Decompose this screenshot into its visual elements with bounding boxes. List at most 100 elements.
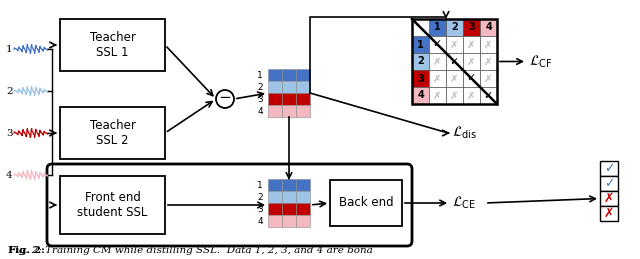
Bar [446,36,463,53]
Text: Front end
student SSL: Front end student SSL [77,191,148,219]
Text: ✗: ✗ [484,74,493,83]
Bar [446,19,463,36]
Bar [463,53,480,70]
Text: 2: 2 [257,83,263,91]
Text: ✗: ✗ [450,90,459,100]
Bar [282,93,296,105]
Bar [268,179,282,191]
Bar [282,191,296,203]
Bar [296,69,310,81]
Text: Fig. 2:: Fig. 2: [8,246,45,255]
Bar [480,36,497,53]
Text: 1: 1 [257,181,263,190]
Bar [296,215,310,227]
Bar [412,70,429,87]
Bar [282,179,296,191]
Text: ✗: ✗ [484,40,493,49]
Text: Fig. 2: Training CM while distilling SSL.  Data 1, 2, 3, and 4 are bona: Fig. 2: Training CM while distilling SSL… [8,246,372,255]
Bar [296,93,310,105]
Text: 1: 1 [434,23,441,32]
Bar [282,105,296,117]
Bar [296,179,310,191]
Bar [412,36,429,53]
Text: 2: 2 [417,56,424,67]
Text: 3: 3 [468,23,475,32]
Bar [429,53,446,70]
Bar [268,215,282,227]
Text: 4: 4 [485,23,492,32]
Bar [282,81,296,93]
Bar [282,215,296,227]
Bar [600,191,618,206]
Bar [268,105,282,117]
Text: Teacher
SSL 2: Teacher SSL 2 [90,119,136,147]
Bar [296,191,310,203]
Text: ✗: ✗ [467,90,476,100]
Text: 4: 4 [417,90,424,100]
Text: Back end: Back end [339,197,394,210]
Bar [446,53,463,70]
Bar [600,161,618,176]
Text: ✗: ✗ [450,74,459,83]
Text: 2: 2 [451,23,458,32]
Bar [282,69,296,81]
Text: 1: 1 [417,40,424,49]
Bar [480,53,497,70]
Bar [600,206,618,221]
Text: 4: 4 [257,217,263,226]
Text: 3: 3 [6,128,13,138]
Bar [463,36,480,53]
Text: 4: 4 [257,106,263,116]
Bar [282,203,296,215]
Bar [600,176,618,191]
Text: ✗: ✗ [604,192,614,205]
Bar [60,107,165,159]
FancyBboxPatch shape [47,164,412,246]
Text: 1: 1 [6,45,13,54]
Bar [268,69,282,81]
Bar [446,87,463,104]
Bar [296,203,310,215]
Text: Teacher
SSL 1: Teacher SSL 1 [90,31,136,59]
Text: 2: 2 [6,87,13,96]
Bar [60,176,165,234]
Bar [296,81,310,93]
Bar [480,70,497,87]
Text: ✗: ✗ [604,207,614,220]
Bar [268,93,282,105]
Text: ✓: ✓ [604,177,614,190]
Bar [412,87,429,104]
Text: −: − [219,90,232,105]
Text: $\mathcal{L}_{\rm CE}$: $\mathcal{L}_{\rm CE}$ [452,195,476,211]
Text: ✗: ✗ [433,74,442,83]
Bar [480,87,497,104]
Text: $\mathcal{L}_{\rm CF}$: $\mathcal{L}_{\rm CF}$ [529,53,552,70]
Text: ✓: ✓ [484,90,493,100]
Bar [429,19,446,36]
Bar [268,203,282,215]
Bar [429,70,446,87]
Text: ✗: ✗ [433,90,442,100]
Bar [412,19,497,104]
Bar [463,19,480,36]
Bar [463,87,480,104]
Bar [330,180,402,226]
Text: 3: 3 [257,205,263,213]
Text: ✓: ✓ [450,56,459,67]
Text: ✗: ✗ [433,56,442,67]
Text: ✗: ✗ [467,40,476,49]
Text: 1: 1 [257,70,263,80]
Bar [480,19,497,36]
Bar [296,105,310,117]
Bar [268,81,282,93]
Text: 3: 3 [257,95,263,104]
Text: ✗: ✗ [450,40,459,49]
Text: ✓: ✓ [433,40,442,49]
Bar [429,87,446,104]
Text: 3: 3 [417,74,424,83]
Text: 2: 2 [257,192,263,202]
Circle shape [216,90,234,108]
Bar [463,70,480,87]
Bar [412,53,429,70]
Text: ✗: ✗ [484,56,493,67]
